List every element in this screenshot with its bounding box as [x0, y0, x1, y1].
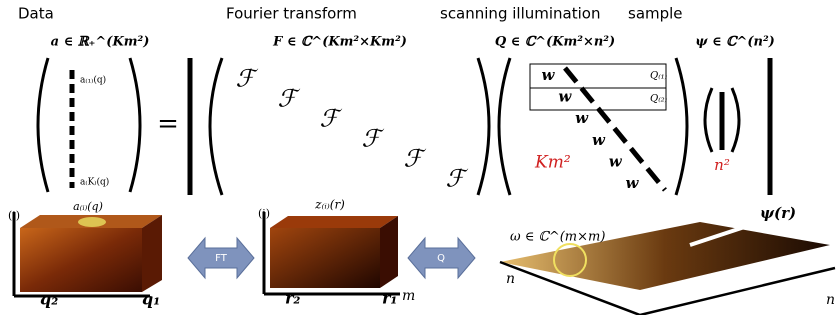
equals: =	[157, 109, 179, 139]
panel-label: z₍ᵢ₎(r)	[314, 198, 345, 212]
data-cube	[20, 228, 142, 292]
row-label: Q₍₁₎	[650, 71, 668, 82]
w-block: w	[592, 131, 606, 149]
axis-label: q₁	[142, 290, 160, 309]
axis-label: n	[826, 292, 835, 308]
math-label: ψ ∈ ℂ^(n²)	[695, 35, 775, 50]
w-block: w	[626, 174, 640, 192]
dimension-label: n²	[714, 156, 730, 174]
dimension-label: Km²	[534, 153, 571, 173]
axis-label: r₁	[382, 289, 397, 308]
paren	[130, 58, 140, 192]
fourier-cube-top	[270, 216, 398, 228]
paren	[210, 58, 222, 195]
header: Fourier transform	[226, 5, 357, 23]
paren	[732, 88, 739, 152]
panel-label: a₍ᵢ₎(q)	[73, 200, 103, 213]
diagonal	[565, 68, 665, 190]
pattern	[78, 217, 106, 227]
panel-label: ψ(r)	[760, 204, 796, 222]
arrow-label: Q	[437, 253, 445, 264]
w-block: w	[609, 152, 623, 170]
diagram: Data Fourier transform scanning illumina…	[0, 0, 838, 315]
header: sample	[628, 5, 683, 23]
f-block: ℱ	[236, 65, 259, 93]
f-block: ℱ	[446, 165, 469, 193]
w-block: w	[542, 66, 556, 84]
w-block: w	[575, 109, 589, 127]
vector-entry: a₍₁₎(q)	[80, 75, 106, 86]
vector-entry: a₍K₎(q)	[80, 177, 109, 188]
arrow-label: FT	[215, 253, 228, 264]
row-label: Q₍₂₎	[650, 94, 668, 105]
header: Data	[18, 5, 54, 23]
axis-label: m	[402, 288, 415, 304]
paren	[478, 58, 489, 195]
axis-label: q₂	[40, 290, 58, 309]
window-label: ω ∈ ℂ^(m×m)	[510, 230, 605, 245]
data-cube-side	[142, 215, 162, 292]
axis-label: (i)	[258, 207, 270, 220]
f-block: ℱ	[320, 105, 343, 133]
axis-label: (i)	[8, 209, 20, 222]
f-block: ℱ	[404, 145, 427, 173]
paren	[676, 58, 687, 195]
math-label: a ∈ ℝ₊^(Km²)	[51, 35, 150, 50]
f-block: ℱ	[278, 85, 301, 113]
f-block: ℱ	[362, 125, 385, 153]
math-label: Q ∈ ℂ^(Km²×n²)	[495, 35, 615, 50]
axis-label: n	[506, 271, 515, 287]
row-box	[530, 88, 666, 110]
paren	[705, 88, 712, 152]
paren	[38, 58, 48, 192]
fourier-cube-side	[380, 216, 398, 288]
axis-label: r₂	[285, 289, 300, 308]
w-block: w	[558, 88, 572, 106]
header: scanning illumination	[440, 5, 600, 23]
paren	[499, 58, 510, 195]
fourier-cube	[270, 228, 380, 288]
math-label: F ∈ ℂ^(Km²×Km²)	[272, 35, 407, 50]
